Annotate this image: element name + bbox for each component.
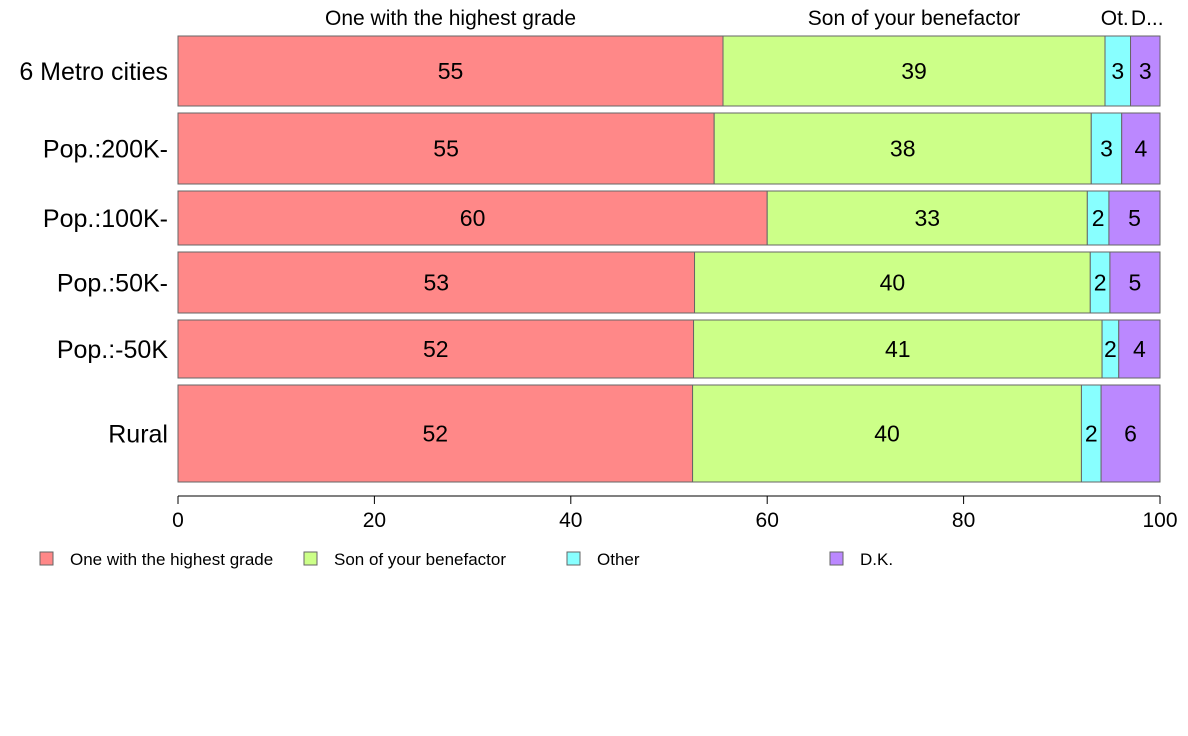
legend-swatch [829, 551, 844, 566]
data-label: 6 [1124, 421, 1137, 447]
data-label: 41 [885, 336, 911, 362]
top-series-labels: One with the highest grade Son of your be… [325, 7, 1164, 30]
category-labels: 6 Metro cities Pop.:200K- Pop.:100K- Pop.:5… [19, 58, 168, 449]
data-label: 55 [438, 58, 464, 84]
bars: 55 39 3 355 38 3 460 33 2 553 40 2 552 41 2 452 40 2 6 [177, 35, 1161, 483]
x-tick-label: 40 [559, 509, 582, 532]
x-tick-label: 100 [1142, 509, 1177, 532]
legend-label: Son of your benefactor [334, 550, 506, 569]
bar-segment [1130, 35, 1161, 107]
data-label: 4 [1133, 336, 1146, 362]
legend-swatch [566, 551, 581, 566]
data-label: 33 [914, 205, 940, 231]
x-tick-label: 80 [952, 509, 975, 532]
data-label: 2 [1104, 336, 1117, 362]
category-label: Rural [108, 421, 168, 449]
bar-segment [692, 384, 1082, 483]
x-tick-label: 60 [756, 509, 779, 532]
legend-swatch [39, 551, 54, 566]
bar-segment [1108, 190, 1161, 246]
legend-label: D.K. [860, 550, 893, 569]
category-label: Pop.:100K- [43, 205, 168, 233]
legend-label: Other [597, 550, 640, 569]
data-label: 5 [1129, 270, 1142, 296]
category-label: 6 Metro cities [19, 58, 168, 86]
category-label: Pop.:-50K [57, 336, 169, 364]
data-label: 52 [423, 336, 449, 362]
legend-label: One with the highest grade [70, 550, 273, 569]
bar-segment [694, 251, 1091, 314]
data-label: 3 [1111, 58, 1124, 84]
data-label: 40 [880, 270, 906, 296]
bar-segment [1090, 112, 1123, 185]
data-label: 38 [890, 136, 916, 162]
bar-segment [177, 190, 768, 246]
bar-segment [1118, 319, 1161, 379]
top-series-label: D... [1131, 7, 1164, 30]
data-label: 39 [901, 58, 927, 84]
top-series-label: Son of your benefactor [808, 7, 1020, 30]
bar-segment [1100, 384, 1161, 483]
bar-segment [1121, 112, 1161, 185]
bar-segment [713, 112, 1092, 185]
data-label: 4 [1134, 136, 1147, 162]
category-label: Pop.:200K- [43, 136, 168, 164]
legend: One with the highest grade Son of your be… [39, 550, 893, 569]
bar-segment [1104, 35, 1132, 107]
data-label: 40 [874, 421, 900, 447]
top-series-label: One with the highest grade [325, 7, 576, 30]
bar-segment [177, 112, 715, 185]
bar-segment [177, 384, 694, 483]
data-label: 55 [433, 136, 459, 162]
data-label: 52 [422, 421, 448, 447]
data-label: 5 [1128, 205, 1141, 231]
top-series-label: Ot. [1101, 7, 1129, 30]
data-label: 60 [460, 205, 486, 231]
data-label: 2 [1085, 421, 1098, 447]
bar-segment [177, 251, 696, 314]
bar-segment [177, 35, 724, 107]
data-label: 2 [1094, 270, 1107, 296]
bar-segment [766, 190, 1088, 246]
bar-segment [1109, 251, 1161, 314]
x-tick-label: 0 [172, 509, 184, 532]
legend-swatch [303, 551, 318, 566]
data-label: 3 [1100, 136, 1113, 162]
x-axis: 0 20 40 60 80 100 [172, 495, 1178, 532]
bar-segment [722, 35, 1106, 107]
category-label: Pop.:50K- [57, 270, 168, 298]
data-label: 2 [1092, 205, 1105, 231]
data-label: 53 [423, 270, 449, 296]
data-label: 3 [1139, 58, 1152, 84]
x-tick-label: 20 [363, 509, 386, 532]
